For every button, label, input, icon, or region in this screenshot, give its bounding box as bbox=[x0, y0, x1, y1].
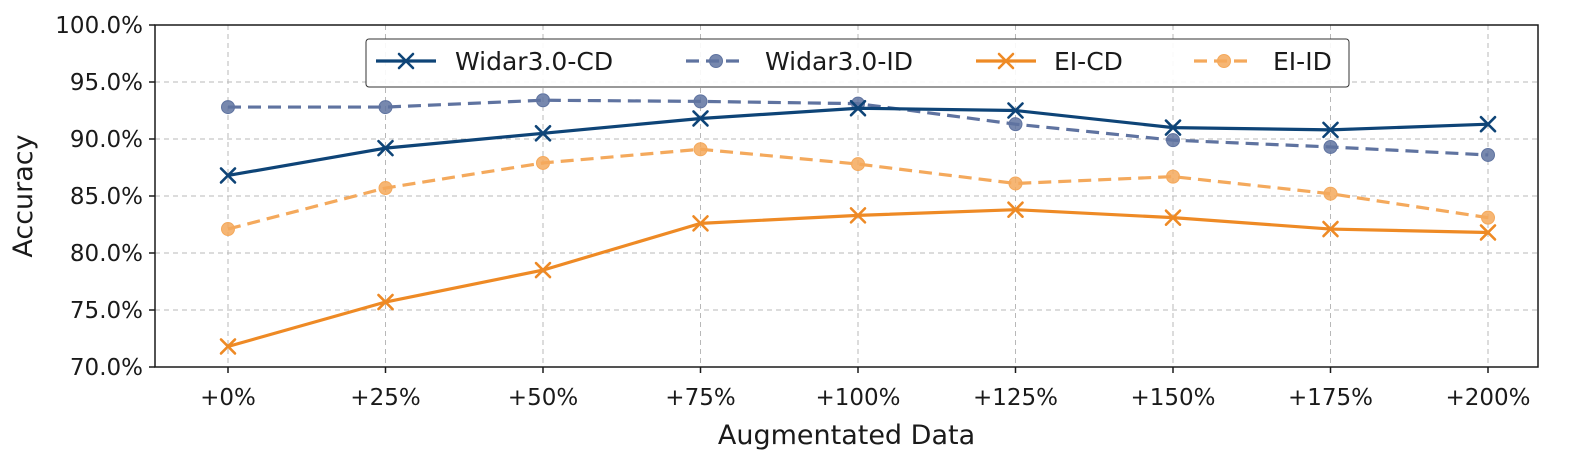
series-ei-id bbox=[221, 142, 1495, 237]
data-point bbox=[377, 293, 394, 311]
data-point bbox=[534, 125, 552, 142]
x-tick-label: +200% bbox=[1445, 385, 1530, 411]
legend-label: Widar3.0-ID bbox=[765, 47, 913, 76]
data-point bbox=[851, 157, 865, 172]
x-tick-label: +0% bbox=[200, 385, 256, 411]
data-point bbox=[693, 142, 708, 157]
data-point bbox=[1323, 139, 1338, 154]
data-point bbox=[849, 207, 867, 224]
y-tick-label: 70.0% bbox=[70, 355, 143, 381]
legend-marker bbox=[997, 52, 1015, 70]
legend-box bbox=[365, 38, 1350, 88]
x-tick-label: +175% bbox=[1288, 385, 1373, 411]
series-ei-cd bbox=[219, 201, 1497, 355]
x-tick-label: +50% bbox=[508, 385, 578, 411]
y-tick-label: 90.0% bbox=[70, 127, 143, 153]
data-point bbox=[534, 261, 552, 279]
data-point bbox=[1166, 169, 1180, 184]
y-tick-label: 80.0% bbox=[70, 241, 143, 267]
data-point bbox=[849, 99, 867, 117]
series-widar3-0-cd bbox=[219, 99, 1497, 184]
data-point bbox=[1008, 176, 1023, 191]
data-point bbox=[1164, 209, 1182, 226]
x-tick-label: +75% bbox=[665, 385, 735, 411]
data-point bbox=[536, 93, 550, 108]
data-point bbox=[1479, 224, 1497, 241]
x-tick-label: +25% bbox=[350, 385, 420, 411]
data-point bbox=[692, 215, 709, 232]
data-point bbox=[219, 167, 237, 184]
data-point bbox=[1166, 133, 1180, 148]
y-tick-label: 85.0% bbox=[70, 184, 143, 210]
legend-entry: EI-CD bbox=[976, 47, 1123, 76]
legend-marker bbox=[1217, 54, 1231, 68]
y-tick-label: 95.0% bbox=[70, 70, 143, 96]
legend-label: Widar3.0-CD bbox=[455, 47, 613, 76]
data-point bbox=[221, 222, 235, 237]
legend: Widar3.0-CD Widar3.0-ID EI-CD EI-ID bbox=[365, 38, 1350, 88]
data-point bbox=[1481, 147, 1495, 162]
series-layer bbox=[219, 93, 1497, 355]
data-point bbox=[221, 100, 235, 115]
x-axis-title: Augmentated Data bbox=[718, 420, 975, 451]
data-point bbox=[536, 155, 550, 170]
data-point bbox=[1479, 115, 1497, 133]
legend-entry: Widar3.0-CD bbox=[376, 47, 613, 76]
y-axis-title: Accuracy bbox=[8, 134, 39, 257]
series-line bbox=[227, 147, 1489, 231]
legend-entry: EI-ID bbox=[1194, 47, 1332, 76]
y-tick-label: 100.0% bbox=[55, 13, 143, 39]
data-point bbox=[1323, 186, 1338, 201]
data-point bbox=[1007, 201, 1024, 218]
data-point bbox=[378, 181, 393, 196]
legend-marker bbox=[397, 52, 415, 70]
data-point bbox=[1322, 121, 1339, 139]
data-point bbox=[1481, 210, 1495, 225]
x-tick-label: +150% bbox=[1130, 385, 1215, 411]
x-tick-label: +125% bbox=[973, 385, 1058, 411]
x-axis-ticks: +0% +25% +50% +75% +100% +125% +150% +175% +200% bbox=[200, 367, 1531, 411]
data-point bbox=[1322, 220, 1339, 238]
legend-label: EI-CD bbox=[1054, 47, 1123, 76]
data-point bbox=[377, 139, 394, 157]
data-point bbox=[378, 100, 393, 115]
legend-entry: Widar3.0-ID bbox=[686, 47, 913, 76]
data-point bbox=[1007, 102, 1024, 119]
legend-label: EI-ID bbox=[1273, 47, 1332, 76]
legend-marker bbox=[709, 54, 723, 68]
y-tick-label: 75.0% bbox=[70, 298, 143, 324]
data-point bbox=[692, 110, 709, 127]
x-tick-label: +100% bbox=[815, 385, 900, 411]
data-point bbox=[219, 338, 237, 355]
data-point bbox=[1164, 119, 1182, 136]
y-axis-ticks: 70.0% 75.0% 80.0% 85.0% 90.0% 95.0% 100.0% bbox=[55, 13, 155, 381]
data-point bbox=[693, 94, 708, 109]
data-point bbox=[1008, 117, 1023, 132]
